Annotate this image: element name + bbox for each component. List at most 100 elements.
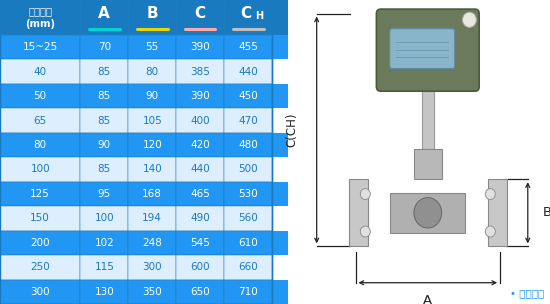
Bar [176, 231, 224, 255]
Text: 仪表口径
(mm): 仪表口径 (mm) [25, 6, 55, 29]
Text: B: B [146, 6, 158, 21]
Bar [272, 182, 288, 206]
Bar [0, 59, 80, 84]
Bar [176, 280, 224, 304]
Bar [272, 133, 288, 157]
Text: 90: 90 [146, 91, 159, 101]
Text: 650: 650 [190, 287, 210, 297]
Bar [224, 157, 272, 182]
Bar [272, 0, 288, 35]
Bar [176, 0, 224, 35]
Bar [0, 108, 80, 133]
Text: 248: 248 [142, 238, 162, 248]
Bar [0, 84, 80, 108]
Bar [272, 35, 288, 59]
Text: B: B [543, 206, 550, 219]
Bar [80, 35, 128, 59]
Text: • 常规仪表: • 常规仪表 [510, 288, 544, 298]
Bar [176, 133, 224, 157]
Bar [128, 133, 176, 157]
Bar [80, 206, 128, 231]
Text: 85: 85 [98, 164, 111, 174]
Text: 150: 150 [30, 213, 50, 223]
Text: 120: 120 [142, 140, 162, 150]
Text: 660: 660 [238, 262, 258, 272]
Bar [224, 59, 272, 84]
Text: 200: 200 [30, 238, 50, 248]
Text: 194: 194 [142, 213, 162, 223]
Bar [128, 35, 176, 59]
Circle shape [360, 226, 370, 237]
Bar [128, 157, 176, 182]
Circle shape [485, 226, 496, 237]
Text: 95: 95 [98, 189, 111, 199]
Bar [80, 84, 128, 108]
Bar [176, 206, 224, 231]
Bar [80, 0, 128, 35]
Text: 440: 440 [190, 164, 210, 174]
Bar [487, 179, 507, 246]
Text: 65: 65 [34, 116, 47, 126]
Bar [176, 255, 224, 280]
Bar [80, 133, 128, 157]
Circle shape [414, 198, 442, 228]
Bar [80, 231, 128, 255]
Bar [176, 182, 224, 206]
Bar [224, 255, 272, 280]
Bar [80, 157, 128, 182]
Text: 85: 85 [98, 67, 111, 77]
Text: 100: 100 [30, 164, 50, 174]
Bar [349, 179, 368, 246]
Bar [128, 59, 176, 84]
Text: A: A [98, 6, 110, 21]
Bar [224, 0, 272, 35]
Circle shape [463, 12, 476, 27]
Bar [80, 182, 128, 206]
Bar [272, 84, 288, 108]
Bar [224, 108, 272, 133]
Text: 500: 500 [238, 164, 258, 174]
Bar [224, 84, 272, 108]
Bar [390, 193, 465, 233]
Bar [224, 35, 272, 59]
Bar [224, 206, 272, 231]
Bar [176, 84, 224, 108]
Text: 130: 130 [95, 287, 114, 297]
Bar [128, 280, 176, 304]
Text: C(CH): C(CH) [285, 113, 298, 147]
Text: 390: 390 [190, 42, 210, 52]
Bar [0, 231, 80, 255]
Text: 168: 168 [142, 189, 162, 199]
Text: 420: 420 [190, 140, 210, 150]
Text: 300: 300 [30, 287, 50, 297]
Text: 15~25: 15~25 [23, 42, 58, 52]
FancyBboxPatch shape [376, 9, 479, 91]
Text: 90: 90 [98, 140, 111, 150]
Bar [128, 108, 176, 133]
Text: 70: 70 [98, 42, 111, 52]
Text: C: C [195, 6, 206, 21]
Text: 80: 80 [34, 140, 47, 150]
Text: 102: 102 [95, 238, 114, 248]
Bar [224, 182, 272, 206]
Bar [224, 280, 272, 304]
Bar [0, 35, 80, 59]
Bar [80, 108, 128, 133]
Text: 125: 125 [30, 189, 50, 199]
Bar [176, 108, 224, 133]
Text: 600: 600 [190, 262, 210, 272]
Bar [128, 0, 176, 35]
Bar [0, 280, 80, 304]
Bar [0, 0, 80, 35]
Text: 300: 300 [142, 262, 162, 272]
Bar [80, 255, 128, 280]
Bar [80, 59, 128, 84]
Text: 490: 490 [190, 213, 210, 223]
Bar [0, 133, 80, 157]
Text: 400: 400 [190, 116, 210, 126]
Bar [128, 255, 176, 280]
Text: 85: 85 [98, 116, 111, 126]
Bar [272, 231, 288, 255]
Text: 385: 385 [190, 67, 210, 77]
Text: A: A [424, 295, 432, 304]
